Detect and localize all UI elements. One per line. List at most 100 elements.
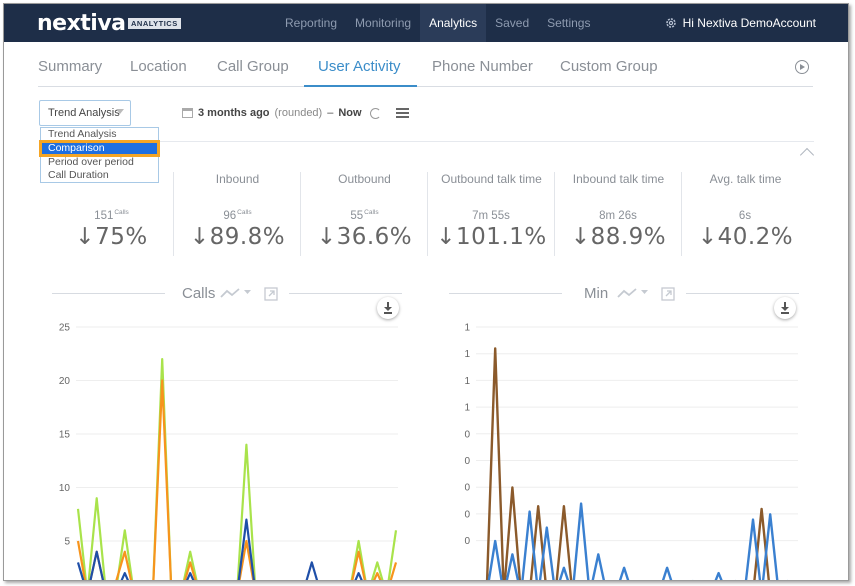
stat-separator <box>300 172 301 256</box>
stat-label: Outbound <box>338 172 391 186</box>
expand-icon[interactable] <box>264 287 278 301</box>
divider <box>39 141 814 142</box>
stat-percent-value: 89.8% <box>209 224 286 250</box>
trend-icon[interactable] <box>220 287 252 299</box>
arrow-down-icon: ↓ <box>75 224 96 250</box>
stat-count-value: 96 <box>223 210 237 222</box>
tab-phone-number[interactable]: Phone Number <box>432 58 533 75</box>
stat-percent-value: 40.2% <box>717 224 794 250</box>
logo-tag: ANALYTICS <box>128 18 181 29</box>
stat-percent-value: 101.1% <box>456 224 547 250</box>
active-tab-indicator <box>304 85 417 87</box>
header-rule <box>686 293 799 294</box>
topnav-analytics[interactable]: Analytics <box>420 4 487 42</box>
option-call-duration[interactable]: Call Duration <box>48 169 109 181</box>
y-tick-label: 1 <box>464 376 470 387</box>
range-dash: – <box>327 107 334 119</box>
download-calls-button[interactable] <box>377 297 399 319</box>
topnav-reporting[interactable]: Reporting <box>285 16 338 30</box>
range-start: 3 months ago <box>198 107 270 119</box>
stat-count: 6s <box>682 209 809 222</box>
option-comparison[interactable]: Comparison <box>39 140 160 157</box>
stat-percent: ↓101.1% <box>428 224 555 250</box>
option-trend-analysis[interactable]: Trend Analysis <box>48 128 117 140</box>
chevron-down-icon <box>116 109 124 114</box>
series-line <box>76 518 363 580</box>
stat-card: Outbound talk time 7m 55s ↓101.1% <box>428 172 555 250</box>
stat-count-value: 8m 26s <box>599 210 637 222</box>
series-line <box>76 379 398 580</box>
stat-percent-value: 88.9% <box>590 224 667 250</box>
y-tick-label: 0 <box>464 536 470 547</box>
stat-separator <box>173 172 174 256</box>
stat-count-unit: Calls <box>237 209 252 216</box>
stat-count-value: 6s <box>738 210 752 222</box>
expand-icon[interactable] <box>661 287 675 301</box>
stat-count-unit: Calls <box>114 209 129 216</box>
calls-chart-header: Calls <box>52 284 402 304</box>
chevron-up-icon[interactable] <box>799 147 815 163</box>
stat-percent: ↓89.8% <box>174 224 301 250</box>
stat-label: Inbound <box>215 172 260 186</box>
arrow-down-icon: ↓ <box>570 224 591 250</box>
calls-chart: 25 20 15 10 5 <box>59 323 398 580</box>
y-tick-label: 20 <box>59 376 71 387</box>
min-chart-title: Min <box>584 285 609 302</box>
topnav-settings[interactable]: Settings <box>547 16 591 30</box>
trend-icon[interactable] <box>617 287 649 299</box>
view-select[interactable]: Trend Analysis <box>39 100 131 126</box>
y-tick-label: 0 <box>464 483 470 494</box>
stat-card: Inbound talk time 8m 26s ↓88.9% <box>555 172 682 250</box>
topnav-saved[interactable]: Saved <box>495 16 530 30</box>
app-window: nextiva ANALYTICS Reporting Monitoring A… <box>3 3 849 581</box>
stat-count: 7m 55s <box>428 209 555 222</box>
stat-count-value: 55 <box>350 210 364 222</box>
download-min-button[interactable] <box>774 297 796 319</box>
calendar-icon <box>182 108 193 118</box>
y-tick-label: 10 <box>59 483 71 494</box>
stat-percent: ↓88.9% <box>555 224 682 250</box>
min-chart-header: Min <box>449 284 799 304</box>
stat-count: 8m 26s <box>555 209 682 222</box>
view-select-value: Trend Analysis <box>48 107 120 119</box>
y-tick-label: 1 <box>464 349 470 360</box>
play-icon[interactable] <box>795 60 809 74</box>
stat-separator <box>554 172 555 256</box>
stat-label: Avg. talk time <box>709 172 782 186</box>
topnav-monitoring[interactable]: Monitoring <box>355 16 412 30</box>
stat-count-value: 7m 55s <box>472 210 510 222</box>
stat-count: 55Calls <box>301 209 428 222</box>
stat-percent: ↓75% <box>48 224 175 250</box>
logo: nextiva <box>37 11 126 36</box>
tab-call-group[interactable]: Call Group <box>217 58 289 75</box>
tab-custom-group[interactable]: Custom Group <box>560 58 658 75</box>
stat-label: Inbound talk time <box>572 172 665 186</box>
stat-percent: ↓36.6% <box>301 224 428 250</box>
y-tick-label: 25 <box>59 323 71 334</box>
y-tick-label: 0 <box>464 509 470 520</box>
y-tick-label: 15 <box>59 430 71 441</box>
y-tick-label: 1 <box>464 403 470 414</box>
range-end: Now <box>338 107 362 119</box>
series-line <box>485 347 770 580</box>
header-rule <box>449 293 562 294</box>
range-note: (rounded) <box>274 107 323 119</box>
stat-percent-value: 75% <box>95 224 148 250</box>
top-bar: nextiva ANALYTICS Reporting Monitoring A… <box>4 4 848 42</box>
stat-count: 96Calls <box>174 209 301 222</box>
y-tick-label: 0 <box>464 456 470 467</box>
tab-user-activity[interactable]: User Activity <box>318 58 401 75</box>
refresh-icon[interactable] <box>369 107 381 119</box>
stat-card: Total151Calls↓75% <box>48 172 175 250</box>
date-range[interactable]: 3 months ago (rounded) – Now <box>182 107 409 119</box>
header-rule <box>52 293 165 294</box>
stat-separator <box>427 172 428 256</box>
y-tick-label: 5 <box>64 537 70 548</box>
tab-bar: Summary Location Call Group User Activit… <box>38 45 813 87</box>
list-settings-icon[interactable] <box>395 108 409 118</box>
option-period-over-period[interactable]: Period over period <box>48 156 134 168</box>
tab-location[interactable]: Location <box>130 58 187 75</box>
calls-chart-title: Calls <box>182 285 216 302</box>
tab-summary[interactable]: Summary <box>38 58 103 75</box>
user-menu[interactable]: Hi Nextiva DemoAccount <box>665 4 816 42</box>
